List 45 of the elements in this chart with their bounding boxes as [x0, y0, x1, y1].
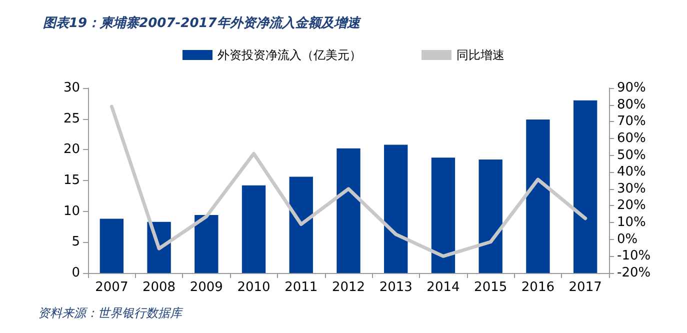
bar — [431, 158, 456, 273]
y-tick-label: 15 — [63, 173, 80, 188]
y-tick-label: 30 — [63, 80, 80, 96]
x-tick-label: 2014 — [426, 280, 460, 295]
y2-tick-label: 90% — [617, 80, 646, 96]
x-tick-label: 2009 — [190, 280, 223, 295]
x-tick-label: 2007 — [95, 280, 128, 295]
text: 资料来源：世界银行数据库 — [38, 306, 184, 320]
chart-title: 图表19：柬埔寨2007-2017年外资净流入金额及增速 — [43, 15, 362, 31]
legend-label: 同比增速 — [456, 48, 504, 62]
x-tick-label: 2012 — [332, 280, 366, 295]
y-tick-label: 10 — [63, 204, 80, 219]
y2-tick-label: 10% — [617, 215, 646, 230]
y-tick-label: 0 — [72, 266, 80, 280]
y2-tick-label: 30% — [617, 181, 646, 196]
y-tick-label: 20 — [63, 142, 80, 158]
bar — [526, 119, 550, 273]
y2-tick-label: 40% — [617, 164, 646, 180]
bar — [100, 218, 124, 273]
line-series — [110, 104, 588, 258]
y2-tick-label: 70% — [617, 114, 646, 130]
y2-tick-label: 50% — [617, 148, 646, 163]
y2-tick-label: -20% — [617, 266, 651, 280]
bar — [478, 160, 502, 273]
bar — [194, 215, 218, 273]
y-tick-label: 25 — [63, 111, 80, 126]
bar — [384, 144, 408, 273]
x-tick-label: 2008 — [142, 280, 176, 295]
bar — [336, 148, 360, 273]
y2-tick-label: 80% — [617, 97, 646, 112]
x-tick-label: 2015 — [474, 280, 508, 295]
y2-tick-label: 60% — [617, 130, 646, 146]
bar — [573, 100, 598, 273]
y-tick-label: 5 — [72, 234, 80, 250]
y2-tick-label: 0% — [617, 232, 638, 247]
bar — [289, 176, 313, 273]
x-tick-label: 2013 — [379, 280, 412, 295]
y2-tick-label: 20% — [617, 198, 646, 214]
y2-tick-label: -10% — [617, 248, 651, 264]
x-tick-label: 2016 — [521, 280, 554, 295]
x-tick-label: 2017 — [568, 280, 602, 295]
x-tick-label: 2010 — [237, 280, 270, 295]
legend-label: 外资投资净流入（亿美元） — [218, 48, 362, 62]
x-tick-label: 2011 — [284, 280, 318, 295]
bar — [242, 185, 266, 273]
